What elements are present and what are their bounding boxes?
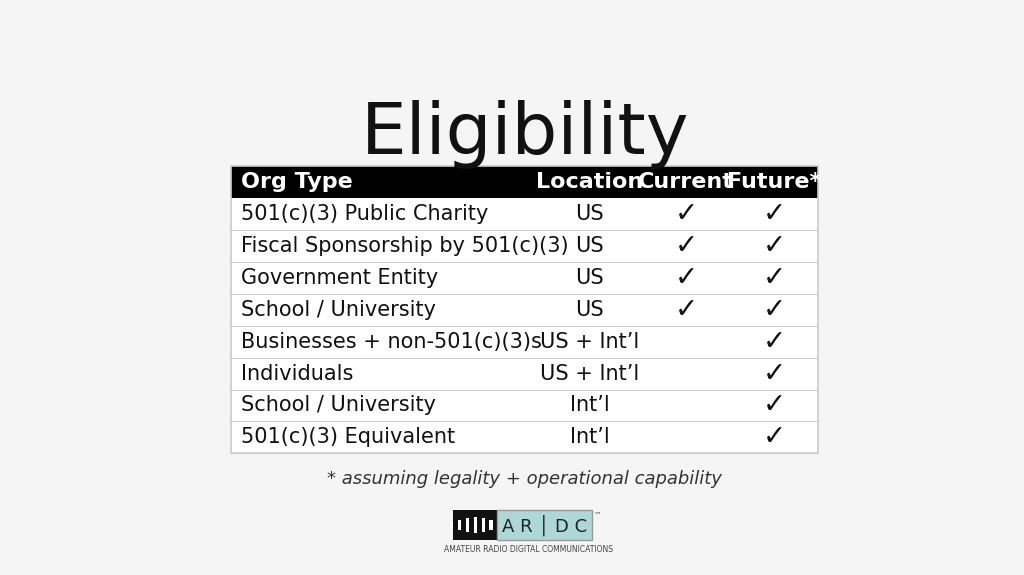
FancyBboxPatch shape <box>489 520 493 530</box>
FancyBboxPatch shape <box>498 522 501 528</box>
Text: ✓: ✓ <box>763 296 786 324</box>
Text: US: US <box>575 300 604 320</box>
Text: Eligibility: Eligibility <box>360 100 689 169</box>
Text: ✓: ✓ <box>763 232 786 260</box>
Text: ✓: ✓ <box>675 200 698 228</box>
FancyBboxPatch shape <box>231 294 818 326</box>
Text: US: US <box>575 268 604 288</box>
FancyBboxPatch shape <box>231 230 818 262</box>
Text: * assuming legality + operational capability: * assuming legality + operational capabi… <box>328 470 722 488</box>
Text: ✓: ✓ <box>763 264 786 292</box>
Text: US + Int’l: US + Int’l <box>540 332 639 352</box>
FancyBboxPatch shape <box>454 510 497 540</box>
Text: US + Int’l: US + Int’l <box>540 363 639 384</box>
FancyBboxPatch shape <box>481 519 484 532</box>
FancyBboxPatch shape <box>466 519 469 532</box>
Text: US: US <box>575 204 604 224</box>
Text: Businesses + non-501(c)(3)s: Businesses + non-501(c)(3)s <box>241 332 542 352</box>
FancyBboxPatch shape <box>450 522 453 528</box>
Text: ✓: ✓ <box>763 423 786 451</box>
Text: 501(c)(3) Public Charity: 501(c)(3) Public Charity <box>241 204 488 224</box>
FancyBboxPatch shape <box>458 520 461 530</box>
FancyBboxPatch shape <box>231 421 818 453</box>
Text: ™: ™ <box>594 511 601 520</box>
Text: ✓: ✓ <box>675 296 698 324</box>
FancyBboxPatch shape <box>231 198 818 230</box>
Text: A R │ D C: A R │ D C <box>502 514 587 536</box>
Text: ✓: ✓ <box>763 359 786 388</box>
FancyBboxPatch shape <box>497 510 592 540</box>
FancyBboxPatch shape <box>231 166 818 198</box>
Text: ✓: ✓ <box>763 392 786 420</box>
Text: Location: Location <box>536 172 643 193</box>
Text: ✓: ✓ <box>675 264 698 292</box>
Text: Int’l: Int’l <box>569 427 609 447</box>
Text: ✓: ✓ <box>763 200 786 228</box>
FancyBboxPatch shape <box>231 326 818 358</box>
Text: Individuals: Individuals <box>241 363 353 384</box>
Text: US: US <box>575 236 604 256</box>
Text: 501(c)(3) Equivalent: 501(c)(3) Equivalent <box>241 427 455 447</box>
FancyBboxPatch shape <box>231 389 818 421</box>
FancyBboxPatch shape <box>231 262 818 294</box>
FancyBboxPatch shape <box>474 516 477 534</box>
Text: Government Entity: Government Entity <box>241 268 438 288</box>
FancyBboxPatch shape <box>231 358 818 389</box>
Text: School / University: School / University <box>241 300 435 320</box>
Text: Fiscal Sponsorship by 501(c)(3): Fiscal Sponsorship by 501(c)(3) <box>241 236 568 256</box>
Text: Future*: Future* <box>727 172 821 193</box>
Text: Current: Current <box>638 172 734 193</box>
Text: ✓: ✓ <box>763 328 786 356</box>
Text: ✓: ✓ <box>675 232 698 260</box>
Text: Int’l: Int’l <box>569 396 609 416</box>
Text: Org Type: Org Type <box>241 172 352 193</box>
Text: School / University: School / University <box>241 396 435 416</box>
Text: AMATEUR RADIO DIGITAL COMMUNICATIONS: AMATEUR RADIO DIGITAL COMMUNICATIONS <box>444 545 613 554</box>
